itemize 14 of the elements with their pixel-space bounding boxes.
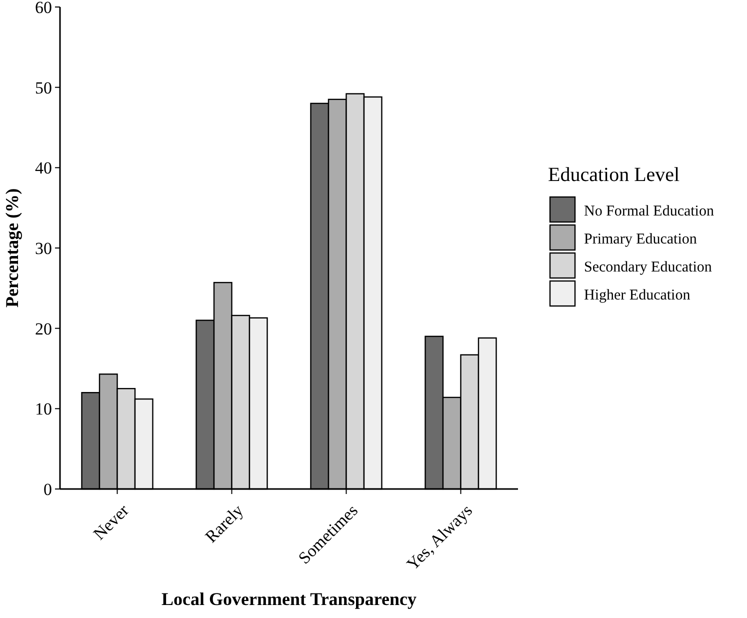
y-tick-label: 0 [44,480,52,499]
legend-label: Secondary Education [584,259,712,276]
y-tick-label: 60 [35,0,52,17]
y-tick-label: 20 [35,319,52,338]
x-axis-title: Local Government Transparency [162,589,416,609]
y-tick-label: 50 [35,78,52,98]
legend-label: No Formal Education [584,203,714,220]
y-tick-label: 40 [35,158,52,178]
y-tick-label: 10 [35,400,52,419]
legend-label: Primary Education [584,231,698,248]
y-axis-title: Percentage (%) [2,188,22,308]
y-tick-label: 30 [35,238,52,258]
legend-title: Education Level [548,164,680,186]
legend-label: Higher Education [584,287,691,304]
